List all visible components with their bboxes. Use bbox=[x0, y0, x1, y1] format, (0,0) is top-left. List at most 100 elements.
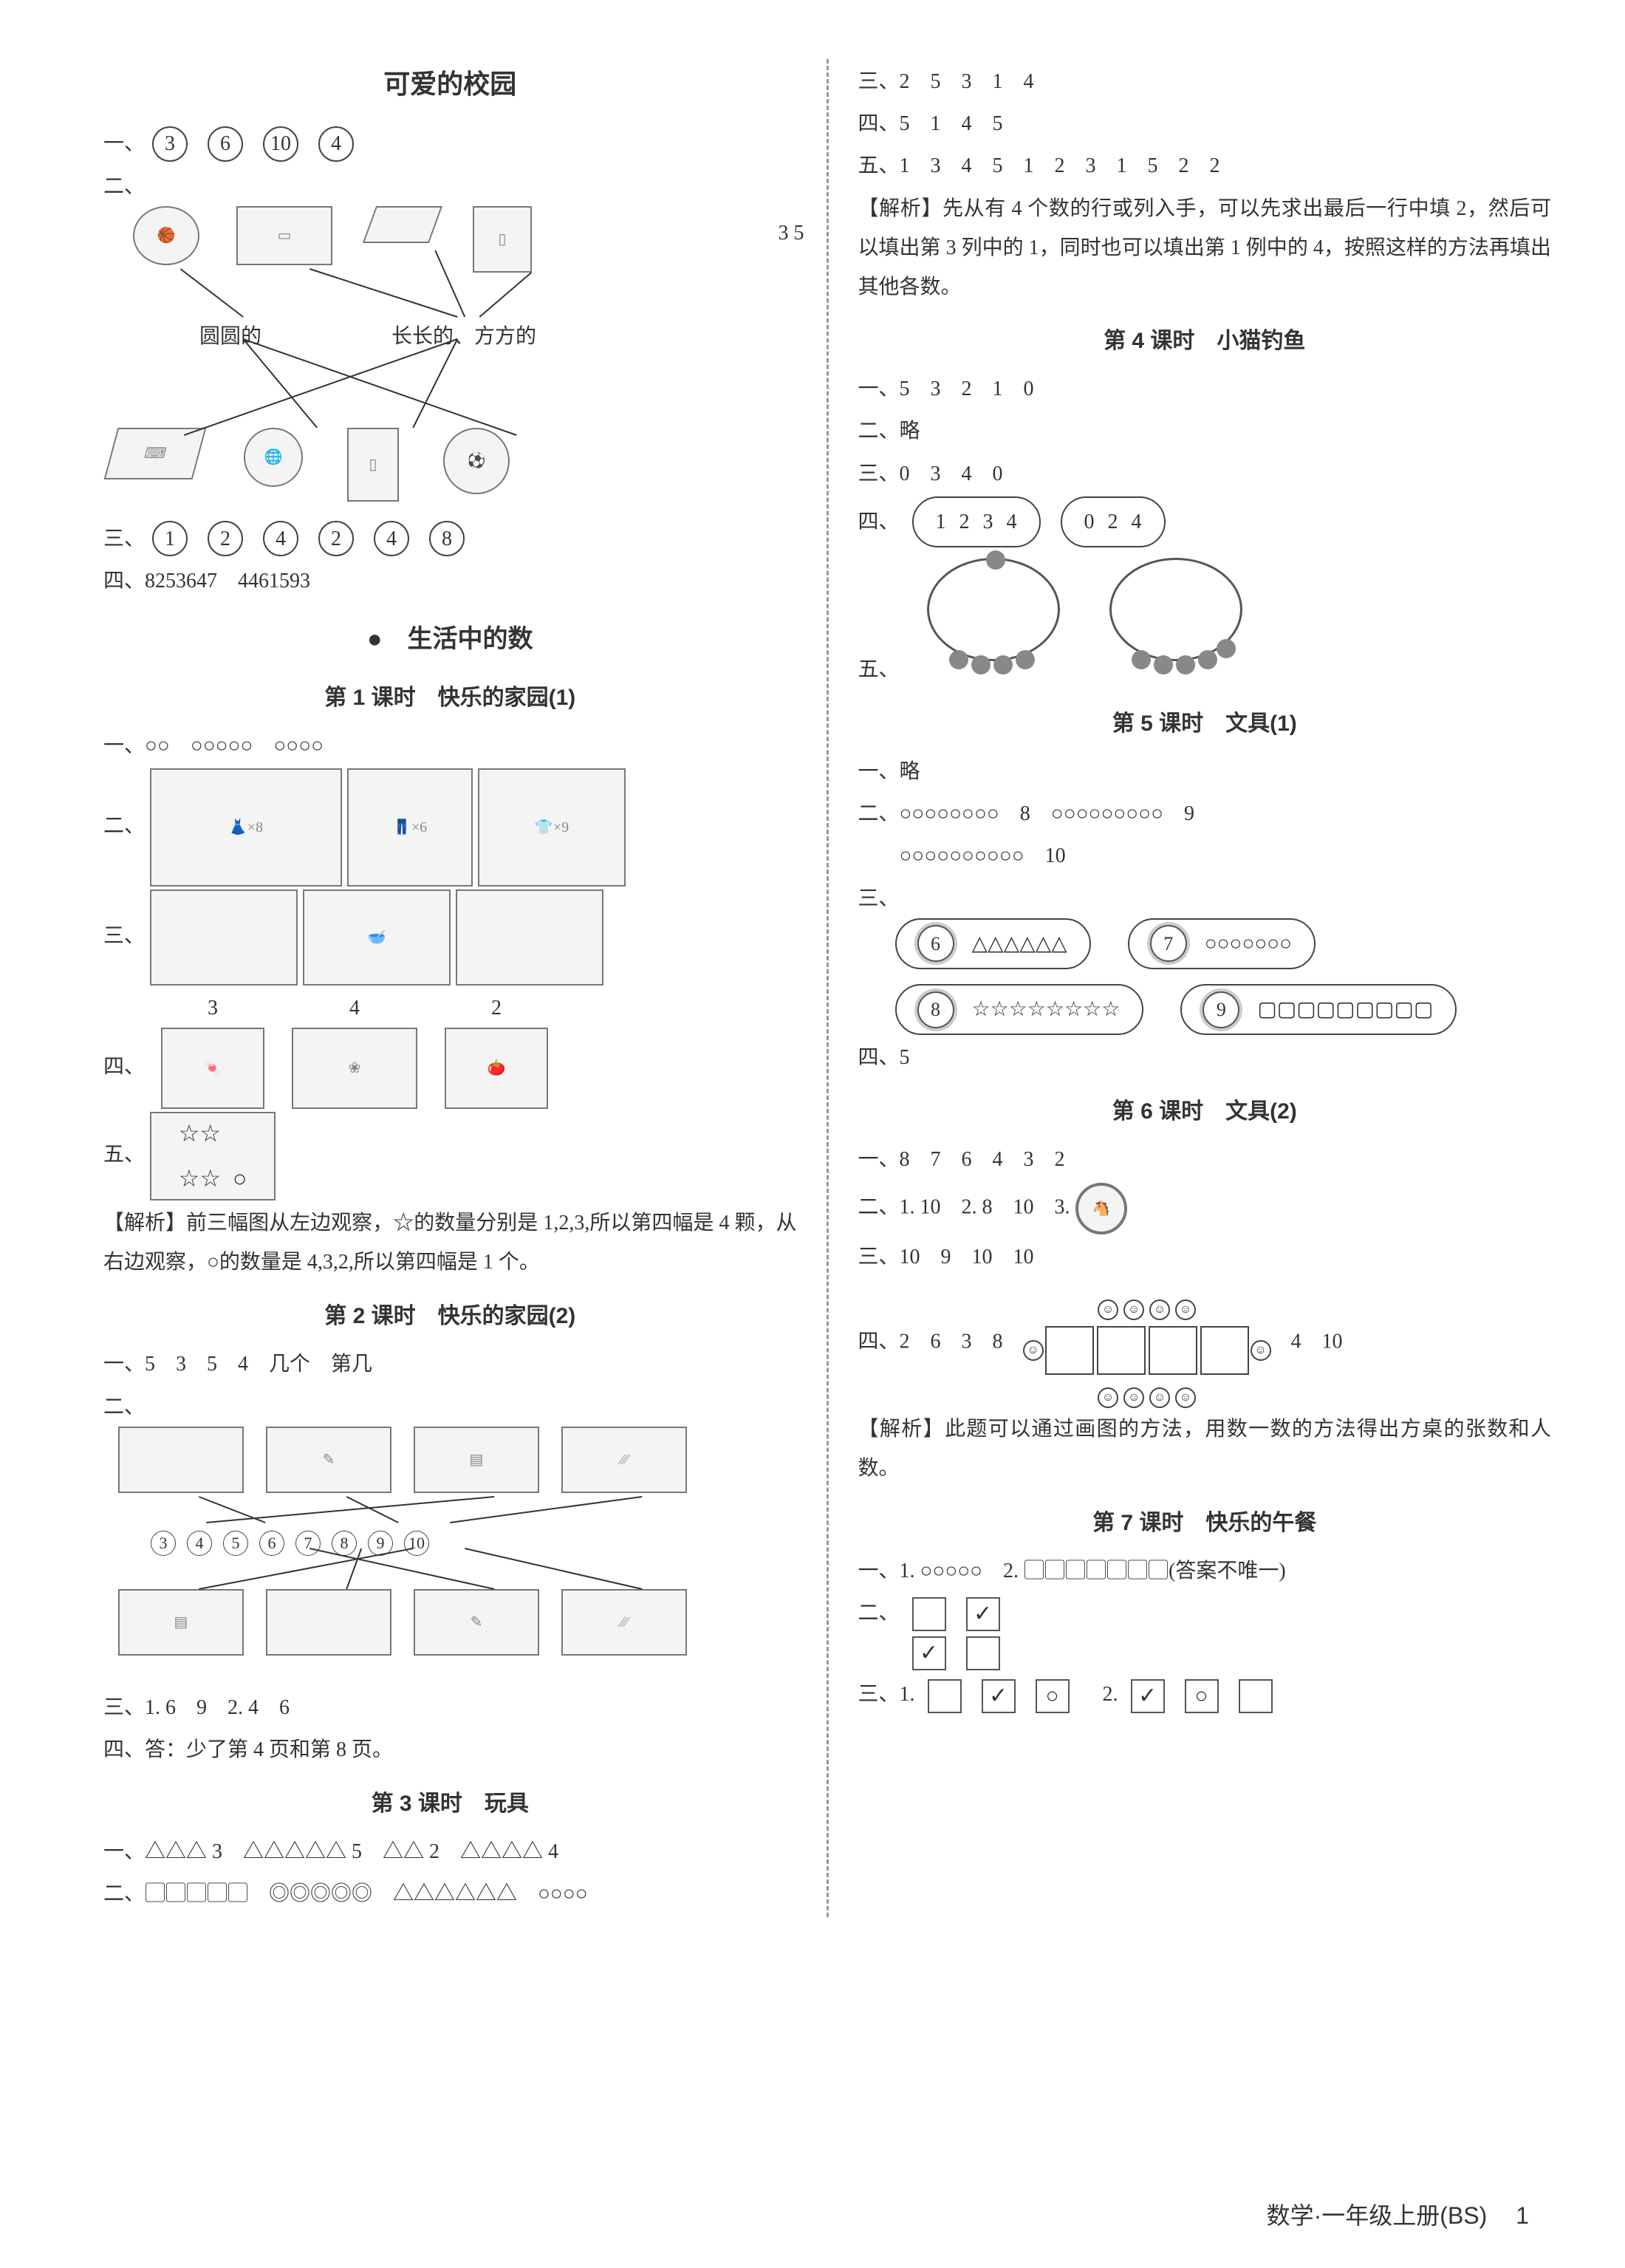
table-box bbox=[1149, 1326, 1197, 1375]
r5: 五、1 3 4 5 1 2 3 1 5 2 2 bbox=[858, 146, 1552, 185]
n: 0 bbox=[1084, 502, 1095, 542]
l2-q4: 四、答：少了第 4 页和第 8 页。 bbox=[103, 1730, 797, 1769]
table-box bbox=[1097, 1326, 1146, 1375]
lesson-title: 第 1 课时 快乐的家园(1) bbox=[103, 677, 797, 719]
tomato-icon: 🍅 bbox=[445, 1028, 548, 1109]
q3-row: 三、1 2 4 2 4 8 bbox=[103, 519, 797, 559]
smiley-icon: ☺ bbox=[1023, 1340, 1044, 1361]
l1-q1: 一、○○ ○○○○○ ○○○○ bbox=[103, 726, 797, 765]
oval-item: 7 ○○○○○○○ bbox=[1128, 918, 1316, 969]
bead-ring bbox=[920, 550, 1067, 676]
flower-num: 8 bbox=[919, 993, 953, 1027]
r-analysis1: 【解析】先从有 4 个数的行或列入手，可以先求出最后一行中填 2，然后可以填出第… bbox=[858, 189, 1552, 307]
stars-box: ☆☆ ☆☆ ○ bbox=[150, 1112, 276, 1200]
q2-diagram: 二、 3 5 🏀 ▭ ▯ 圆圆的 长长的、方方的 ⌨ 🌐 ▯ bbox=[103, 167, 797, 516]
num: 3 bbox=[208, 997, 218, 1019]
circ-num: 1 bbox=[152, 521, 188, 556]
smiley-icon: ☺ bbox=[1149, 1299, 1170, 1320]
l1-q4: 四、 3 🍬 4 ❀ 2 🍅 bbox=[103, 988, 797, 1109]
l1-analysis: 【解析】前三幅图从左边观察，☆的数量分别是 1,2,3,所以第四幅是 4 颗，从… bbox=[103, 1203, 797, 1282]
l2-q3: 三、1. 6 9 2. 4 6 bbox=[103, 1688, 797, 1727]
right-column: 三、2 5 3 1 4 四、5 1 4 5 五、1 3 4 5 1 2 3 1 … bbox=[858, 59, 1552, 1917]
checkbox: ✓ bbox=[912, 1636, 946, 1670]
l6-q2: 二、1. 10 2. 8 10 3. 🐴 bbox=[858, 1183, 1552, 1234]
table-box bbox=[1200, 1326, 1249, 1375]
clothes-icon bbox=[150, 889, 298, 986]
checkbox bbox=[1239, 1679, 1273, 1713]
l5-q2b: ○○○○○○○○○○ 10 bbox=[858, 836, 1552, 875]
l6-analysis: 【解析】此题可以通过画图的方法，用数一数的方法得出方桌的张数和人数。 bbox=[858, 1410, 1552, 1488]
flower-num: 7 bbox=[1152, 926, 1186, 960]
match-lines bbox=[103, 206, 797, 516]
sym: ☆☆☆☆☆☆☆☆ bbox=[972, 990, 1121, 1029]
l2-q2: 二、 ✎ ▤ ∕∕∕ 3 4 5 6 7 8 9 10 bbox=[103, 1387, 797, 1685]
candy-icon: 🍬 bbox=[161, 1028, 264, 1109]
l1-q3: 三、 🥣 bbox=[103, 889, 797, 986]
smiley-icon: ☺ bbox=[1175, 1387, 1196, 1408]
smiley-icon: ☺ bbox=[1123, 1387, 1144, 1408]
oval-group: 1 2 3 4 bbox=[912, 496, 1041, 547]
l6-q4-tail: 4 10 bbox=[1291, 1330, 1343, 1353]
n: 2 bbox=[959, 502, 970, 542]
sym: △△△△△△ bbox=[972, 924, 1067, 963]
shirts-icon: 👕×9 bbox=[478, 768, 626, 887]
table-box bbox=[1045, 1326, 1094, 1375]
circ-num: 10 bbox=[263, 126, 298, 162]
l7-q1: 一、1. ○○○○○ 2. ▢▢▢▢▢▢▢(答案不唯一) bbox=[858, 1551, 1552, 1591]
circ-num: 8 bbox=[429, 521, 465, 556]
oval-item: 9 ▢▢▢▢▢▢▢▢▢ bbox=[1180, 984, 1457, 1035]
l6-q1: 一、8 7 6 4 3 2 bbox=[858, 1140, 1552, 1179]
circ-num: 6 bbox=[208, 126, 243, 162]
l4-q4: 四、 1 2 3 4 0 2 4 bbox=[858, 496, 1552, 547]
flower-icon: ❀ bbox=[292, 1028, 417, 1109]
l4-q3: 三、0 3 4 0 bbox=[858, 454, 1552, 493]
bowls-icon: 🥣 bbox=[303, 889, 451, 986]
checkbox bbox=[966, 1636, 1000, 1670]
oval-item: 6 △△△△△△ bbox=[895, 918, 1091, 969]
flower-num: 9 bbox=[1204, 993, 1238, 1027]
l6-q4: 四、2 6 3 8 ☺ ☺ ☺ ☺ ☺ ☺ ☺ bbox=[858, 1280, 1552, 1407]
l1-q5: 五、 ☆☆ ☆☆ ○ bbox=[103, 1112, 797, 1200]
page-footer: 数学·一年级上册(BS) 1 bbox=[1267, 2193, 1529, 2238]
circ-num: 2 bbox=[318, 521, 354, 556]
match-lines-2 bbox=[103, 1427, 797, 1685]
lesson-title: 第 6 课时 文具(2) bbox=[858, 1090, 1552, 1133]
l4-q2: 二、略 bbox=[858, 411, 1552, 451]
checkbox: ○ bbox=[1185, 1679, 1219, 1713]
l7-q3: 三、1. ✓ ○ 2. ✓ ○ bbox=[858, 1675, 1552, 1714]
q4-row: 四、8253647 4461593 bbox=[103, 561, 797, 601]
num: 4 bbox=[349, 997, 360, 1019]
smiley-icon: ☺ bbox=[1175, 1299, 1196, 1320]
checkbox bbox=[912, 1597, 946, 1631]
lesson-title: 第 4 课时 小猫钓鱼 bbox=[858, 320, 1552, 362]
l4-q1: 一、5 3 2 1 0 bbox=[858, 369, 1552, 409]
section-title: 可爱的校园 bbox=[103, 59, 797, 109]
l7-q2: 二、 ✓ ✓ bbox=[858, 1594, 1552, 1672]
l5-q4: 四、5 bbox=[858, 1038, 1552, 1077]
circ-num: 3 bbox=[152, 126, 188, 162]
unit-title: ● 生活中的数 bbox=[103, 615, 797, 663]
l1-q2: 二、 👗×8 👖×6 👕×9 bbox=[103, 768, 797, 887]
l3-q1: 一、△△△ 3 △△△△△ 5 △△ 2 △△△△ 4 bbox=[103, 1832, 797, 1871]
page-number: 1 bbox=[1516, 2202, 1529, 2229]
r4: 四、5 1 4 5 bbox=[858, 104, 1552, 143]
r3: 三、2 5 3 1 4 bbox=[858, 62, 1552, 101]
oval-item: 8 ☆☆☆☆☆☆☆☆ bbox=[895, 984, 1144, 1035]
bead-ring bbox=[1102, 550, 1250, 676]
smiley-icon: ☺ bbox=[1098, 1299, 1118, 1320]
l3-q2: 二、▢▢▢▢▢ ◎◎◎◎◎ △△△△△△ ○○○○ bbox=[103, 1874, 797, 1913]
l6-q3: 三、10 9 10 10 bbox=[858, 1237, 1552, 1277]
analysis-text: 【解析】前三幅图从左边观察，☆的数量分别是 1,2,3,所以第四幅是 4 颗，从… bbox=[103, 1212, 797, 1274]
n: 4 bbox=[1132, 502, 1142, 542]
checkbox bbox=[928, 1679, 962, 1713]
horse-icon: 🐴 bbox=[1075, 1183, 1127, 1234]
l6-q2-text: 二、1. 10 2. 8 10 3. bbox=[858, 1195, 1070, 1218]
checkbox: ✓ bbox=[966, 1597, 1000, 1631]
l5-q2a: 二、○○○○○○○○ 8 ○○○○○○○○○ 9 bbox=[858, 794, 1552, 833]
pants-icon: 👖×6 bbox=[347, 768, 473, 887]
circ-num: 4 bbox=[374, 521, 409, 556]
n: 2 bbox=[1108, 502, 1118, 542]
num: 2 bbox=[491, 997, 502, 1019]
q1-row: 一、3 6 10 4 bbox=[103, 124, 797, 163]
circ-num: 2 bbox=[208, 521, 243, 556]
